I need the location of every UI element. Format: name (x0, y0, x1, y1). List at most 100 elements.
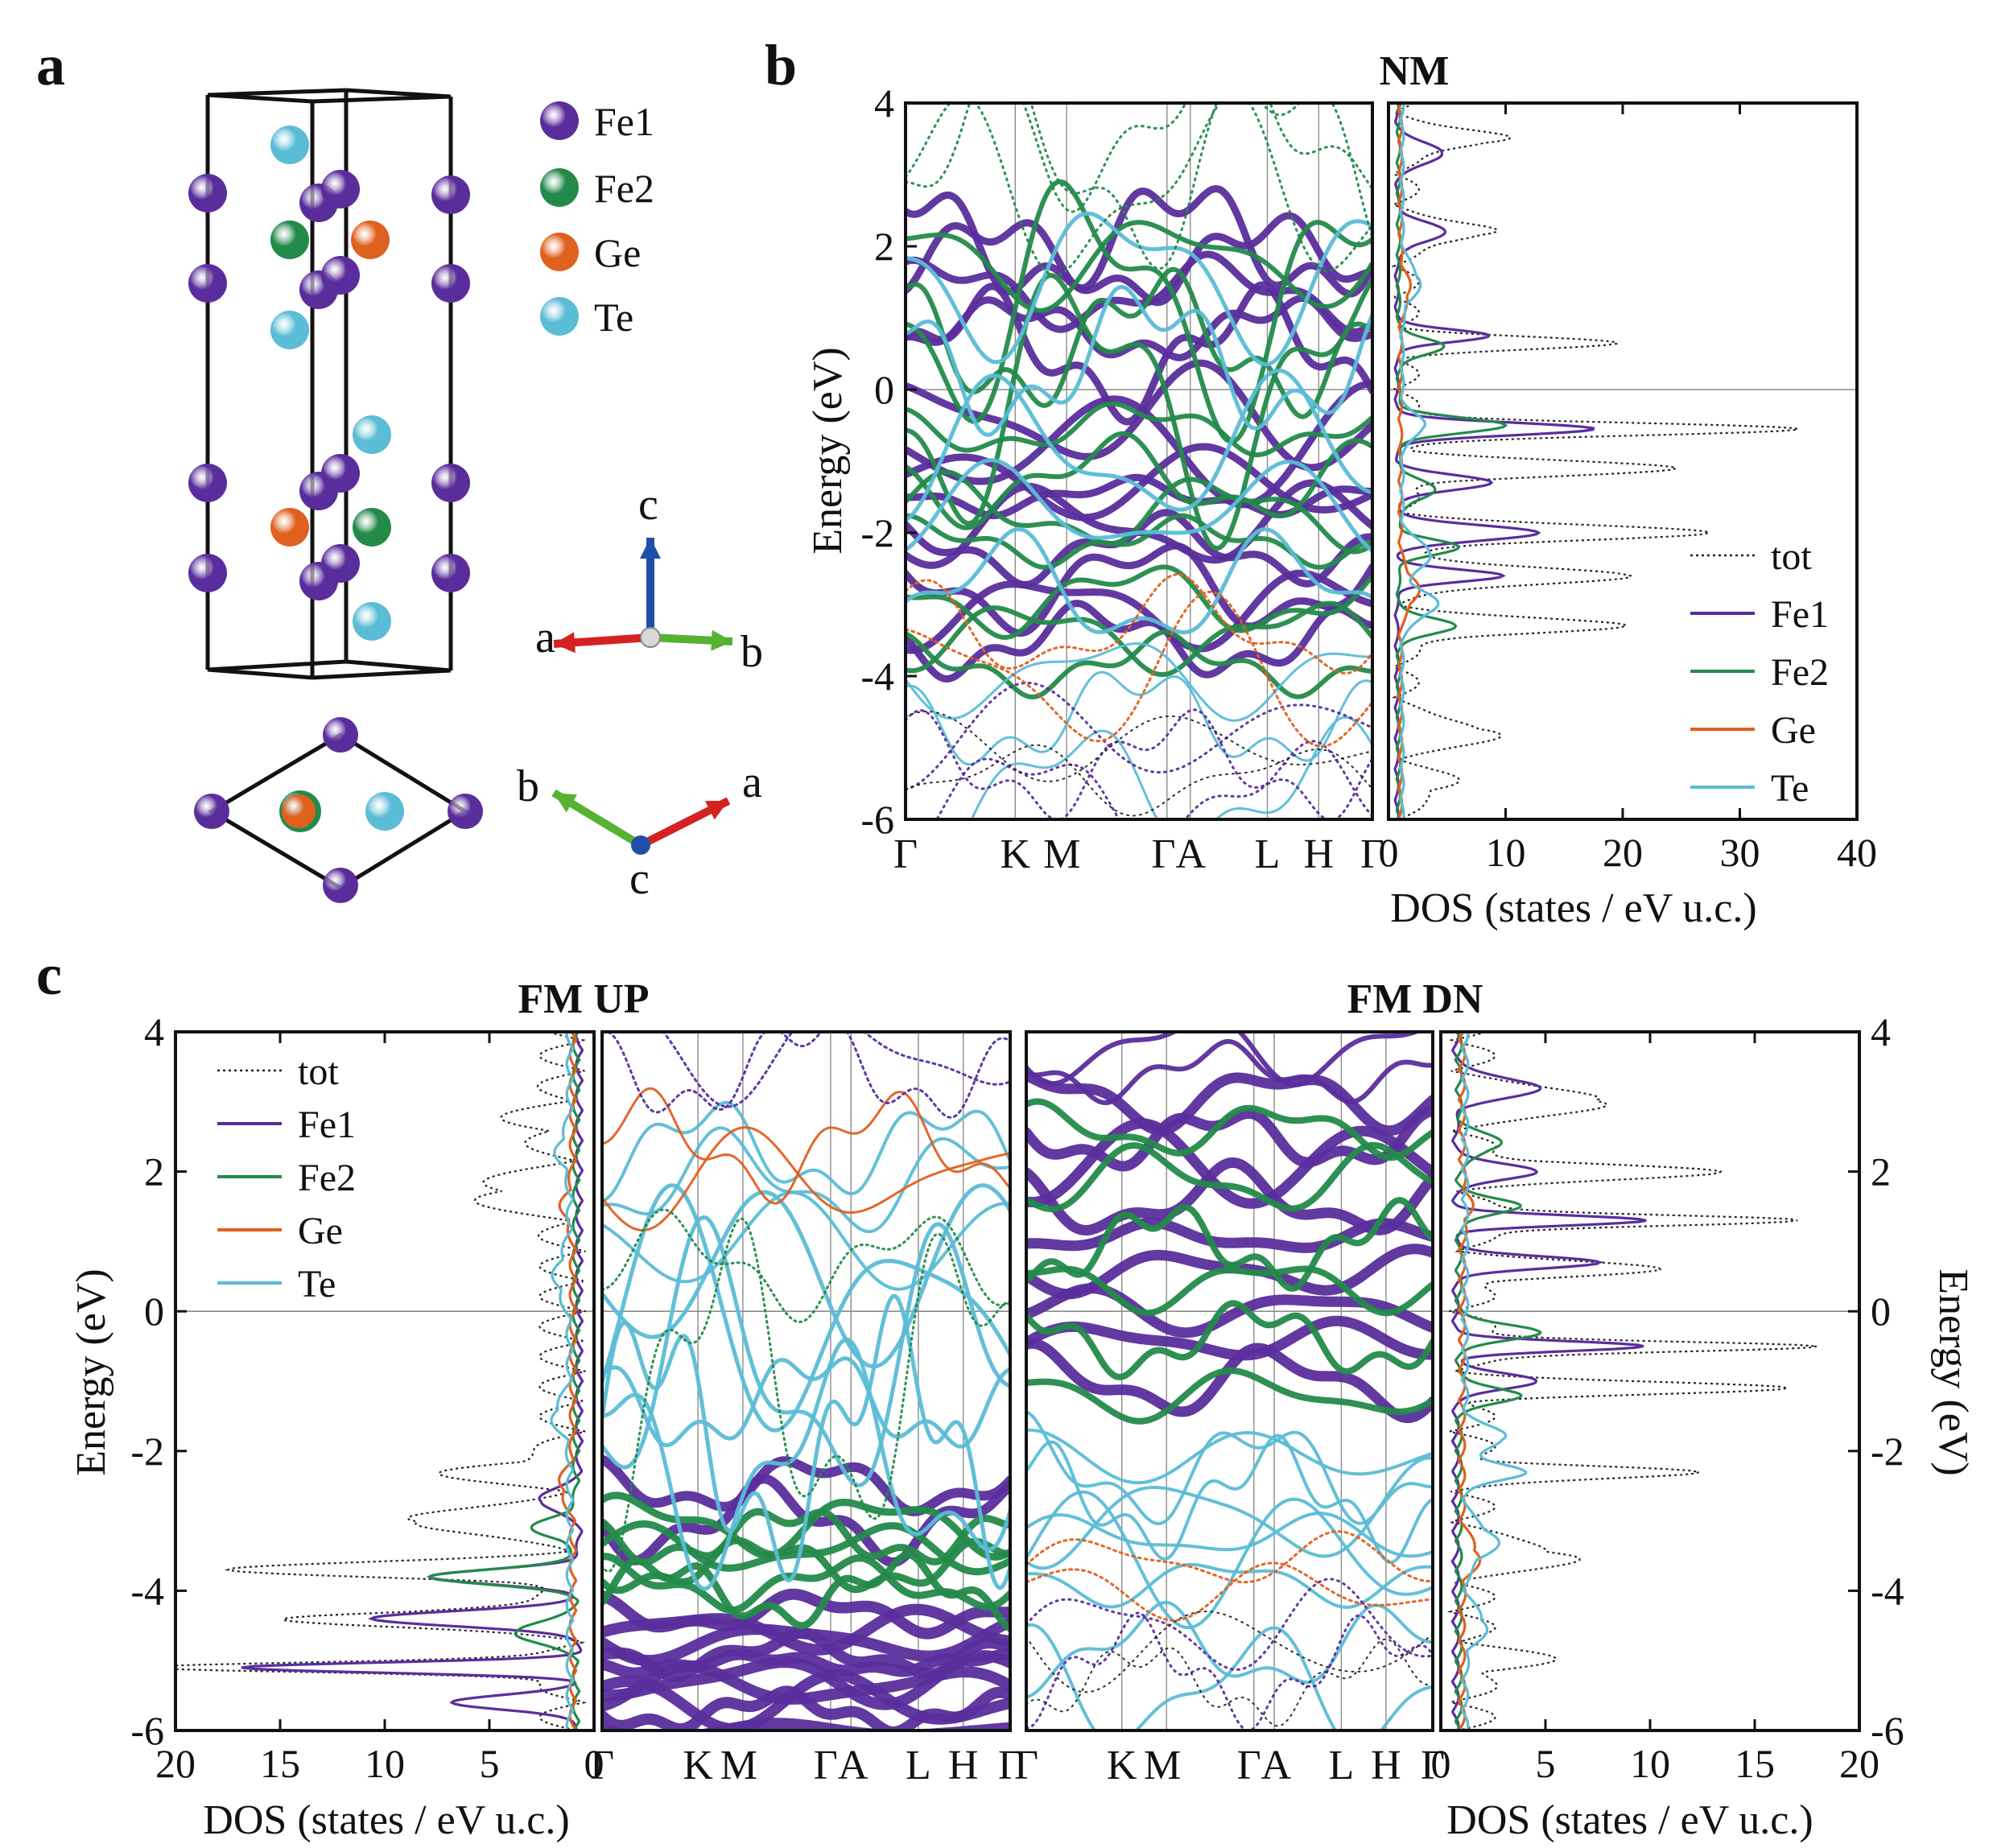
dos-series-te (1460, 1032, 1528, 1730)
tot-band (1026, 1638, 1433, 1727)
cell-edge (207, 88, 347, 97)
fe2-band (1026, 1197, 1433, 1292)
fe1-atom (321, 454, 360, 493)
fe2-band (906, 103, 1372, 270)
fe1-band (602, 1616, 1010, 1666)
dos-series-ge (1457, 1032, 1482, 1730)
ge-band (1026, 1561, 1433, 1622)
k-point-label: K (1107, 1743, 1137, 1788)
atom-legend: Fe1 Fe2 Ge Te (540, 99, 654, 340)
legend-item-fe2: Fe2 (540, 166, 654, 211)
fe2-band (1026, 1098, 1433, 1161)
k-point-label: H (948, 1743, 979, 1788)
fe1-band (1026, 1106, 1433, 1172)
fe1-band (602, 1669, 1010, 1730)
te-band (906, 458, 1372, 554)
y-tick-label: -6 (860, 797, 894, 842)
sphere-icon (540, 297, 579, 336)
sphere-icon (540, 168, 579, 207)
legend-item-te: Te (540, 295, 633, 340)
fe1-atom (431, 175, 470, 214)
band-frame (600, 1030, 1012, 1732)
fe1-atom (323, 717, 358, 753)
k-point-label: M (1144, 1743, 1181, 1788)
dos-curves (175, 1032, 594, 1730)
cell-edge (208, 732, 469, 890)
cell-edge (207, 667, 313, 680)
band-frame (904, 101, 1374, 821)
fe1-atom (431, 464, 470, 502)
ge-atom (282, 794, 316, 828)
dos-x-tick-label: 5 (480, 1741, 500, 1786)
k-point-label: M (1043, 831, 1080, 877)
te-atom (365, 792, 404, 831)
k-point-label: K (683, 1743, 713, 1788)
fe1-atom (188, 174, 227, 212)
band-lines (1026, 1032, 1433, 1730)
dos-x-tick-label: 20 (1603, 830, 1643, 875)
legend-label-ge: Ge (594, 230, 641, 275)
fe2-band (906, 273, 1372, 551)
y-tick-label: 2 (874, 224, 894, 269)
k-point-label: L (1328, 1743, 1354, 1788)
legend-label-tot: tot (298, 1050, 339, 1093)
dos-series-fe2 (1454, 1032, 1542, 1730)
te-band (1026, 1600, 1433, 1699)
dos-x-tick-label: 15 (260, 1741, 300, 1786)
panel-b-dos-xlabel: DOS (states / eV u.c.) (1390, 885, 1756, 931)
panel-b-ylabel: Energy (eV) (805, 347, 851, 555)
y-tick-label: 2 (1871, 1149, 1891, 1194)
te-band (906, 641, 1372, 722)
arrow-a-head (554, 632, 576, 654)
dos-x-tick-label: 0 (584, 1741, 604, 1786)
axis-origin (640, 627, 661, 648)
y-tick-label: -6 (1871, 1708, 1904, 1753)
legend-item-ge: Ge (540, 230, 641, 275)
k-point-label: Γ (998, 1743, 1022, 1788)
dos-x-tick-label: 15 (1735, 1741, 1775, 1786)
te-band (602, 1100, 1010, 1202)
sphere-icon (540, 233, 579, 271)
fe1-band (602, 1718, 1010, 1730)
y-tick-label: 0 (874, 367, 894, 412)
fe1-band (602, 1032, 1010, 1119)
band-lines (906, 103, 1372, 819)
y-tick-label: 0 (144, 1289, 164, 1334)
te-band (906, 670, 1372, 766)
fe1-band (906, 212, 1372, 307)
lattice-axes-top: a b c (517, 757, 762, 904)
fe1-atom (431, 554, 470, 592)
dos-x-tick-label: 0 (1379, 830, 1399, 875)
fe2-band (602, 1208, 1010, 1323)
k-point-label: ΓA (1237, 1743, 1292, 1788)
k-point-label: K (1001, 831, 1031, 877)
unit-cell-side-view (188, 88, 470, 680)
axis-label-b: b (517, 761, 539, 811)
fe2-band (602, 1553, 1010, 1615)
te-atom (270, 126, 309, 164)
te-band (906, 284, 1372, 437)
te-band (906, 526, 1372, 635)
fe2-band (906, 266, 1372, 419)
dos-x-tick-label: 0 (1431, 1741, 1451, 1786)
te-atom (270, 311, 309, 349)
y-tick-label: -2 (860, 510, 894, 555)
te-band (602, 1126, 1010, 1234)
k-point-label: M (720, 1743, 757, 1788)
fe1-band (662, 1032, 1010, 1108)
dos-x-tick-label: 40 (1837, 830, 1877, 875)
fe2-atom (353, 508, 391, 547)
fe2-band (602, 1217, 1010, 1574)
k-point-label: ΓA (1151, 831, 1206, 877)
dos-x-tick-label: 10 (1630, 1741, 1670, 1786)
te-band (602, 1293, 1010, 1590)
te-band (602, 1215, 1010, 1487)
k-point-label: L (906, 1743, 931, 1788)
k-point-label: ΓA (814, 1743, 869, 1788)
fe1-band (1026, 1032, 1423, 1087)
legend-label-tot: tot (1771, 535, 1812, 578)
te-atom (353, 602, 391, 641)
